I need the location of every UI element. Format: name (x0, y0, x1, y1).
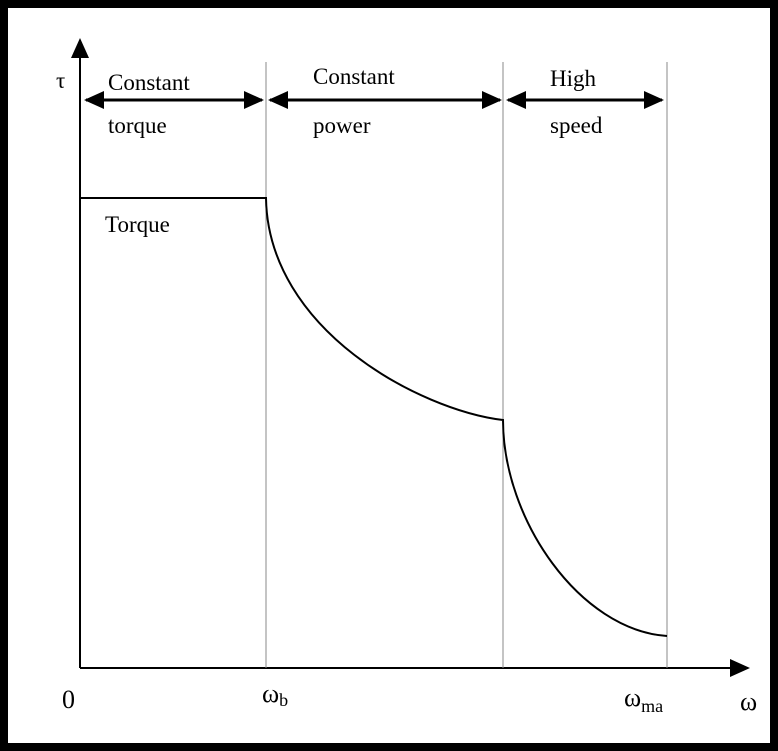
region-label: High (550, 66, 597, 91)
y-axis-label: τ (56, 68, 65, 93)
x-mark-main: ω (624, 683, 641, 712)
x-mark-main: ω (262, 679, 279, 708)
x-mark-label: ωb (262, 679, 288, 710)
x-mark-label: ωma (624, 683, 663, 716)
x-mark-sub: b (279, 690, 288, 710)
origin-label: 0 (62, 685, 75, 714)
torque-curve (80, 197, 668, 637)
curve-label: Torque (105, 212, 170, 237)
x-axis-label: ω (740, 687, 757, 716)
region-label: Constant (313, 64, 395, 89)
region-label: power (313, 113, 371, 138)
region-label: speed (550, 113, 603, 138)
region-label: torque (108, 113, 167, 138)
region-label: Constant (108, 70, 190, 95)
x-mark-sub: ma (641, 696, 663, 716)
